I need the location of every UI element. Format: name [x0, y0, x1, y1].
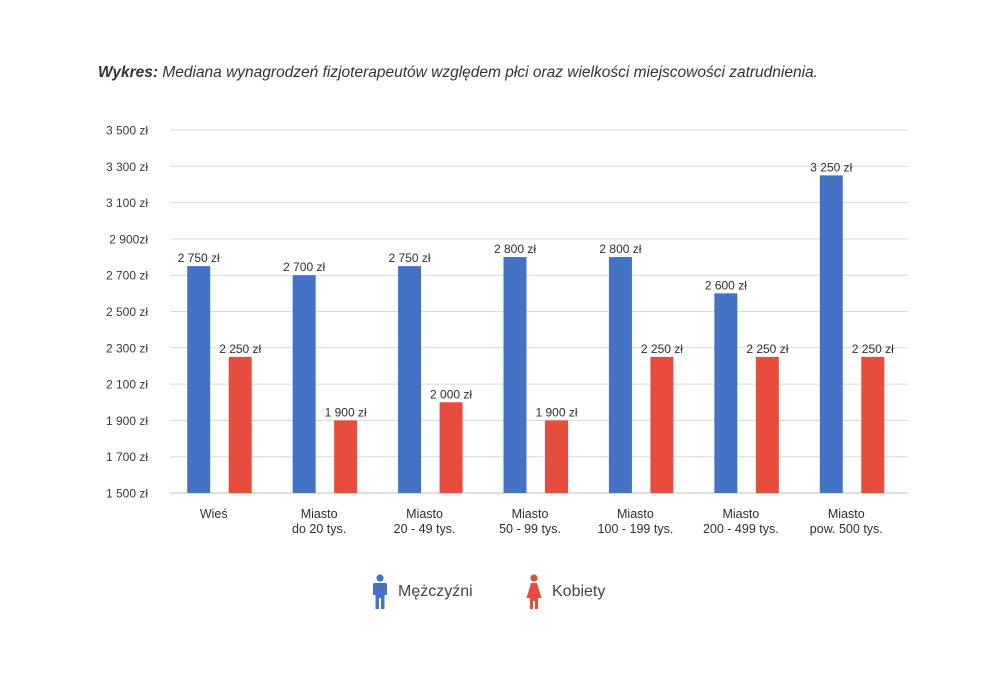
bar-women	[228, 356, 252, 493]
data-label: 2 250 zł	[219, 342, 261, 356]
data-label: 2 250 zł	[641, 342, 683, 356]
chart-title-text: Mediana wynagrodzeń fizjoterapeutów wzgl…	[162, 64, 818, 81]
bar-men	[398, 266, 422, 493]
x-tick-label: Miasto	[828, 507, 865, 521]
x-tick-label: Miasto	[406, 507, 443, 521]
data-label: 2 700 zł	[283, 260, 325, 274]
x-tick-label: Miasto	[301, 507, 338, 521]
data-label: 2 250 zł	[852, 342, 894, 356]
data-label: 2 750 zł	[389, 251, 431, 265]
x-tick-label: Wieś	[200, 507, 228, 521]
x-tick-label: 50 - 99 tys.	[499, 522, 561, 536]
bar-men	[503, 257, 527, 493]
y-tick-label: 1 500 zł	[106, 487, 148, 501]
data-label: 2 000 zł	[430, 387, 472, 401]
y-tick-label: 3 100 zł	[106, 196, 148, 210]
y-tick-label: 3 300 zł	[106, 160, 148, 174]
y-tick-label: 2 300 zł	[106, 341, 148, 355]
x-tick-label: Miasto	[617, 507, 654, 521]
bar-women	[755, 356, 779, 493]
data-label: 2 750 zł	[178, 251, 220, 265]
chart-title-prefix: Wykres:	[98, 64, 159, 81]
bar-men	[608, 257, 632, 493]
bar-men	[292, 275, 316, 493]
bar-women	[545, 420, 568, 493]
legend-label-men: Mężczyźni	[398, 583, 473, 600]
bar-men	[187, 266, 211, 493]
woman-icon	[526, 574, 542, 609]
bar-men	[819, 175, 843, 493]
chart-legend: Mężczyźni Kobiety	[0, 572, 1000, 612]
data-label: 2 250 zł	[746, 342, 788, 356]
data-label: 2 800 zł	[494, 242, 536, 256]
x-tick-label: 100 - 199 tys.	[598, 522, 674, 536]
data-label: 2 800 zł	[599, 242, 641, 256]
y-tick-label: 2 500 zł	[106, 305, 148, 319]
bar-women	[439, 402, 463, 493]
data-label: 1 900 zł	[535, 405, 577, 419]
chart-title: Wykres: Mediana wynagrodzeń fizjoterapeu…	[98, 64, 818, 82]
x-tick-label: Miasto	[722, 507, 759, 521]
legend-label-women: Kobiety	[552, 583, 606, 600]
y-tick-label: 2 700 zł	[106, 269, 148, 283]
y-tick-label: 2 900zł	[109, 232, 148, 246]
y-tick-label: 1 900 zł	[106, 414, 148, 428]
man-icon	[373, 574, 387, 609]
data-label: 2 600 zł	[705, 278, 747, 292]
x-tick-label: 20 - 49 tys.	[394, 522, 456, 536]
y-tick-label: 3 500 zł	[106, 124, 148, 138]
x-tick-label: pow. 500 tys.	[810, 522, 883, 536]
bar-women	[334, 420, 358, 493]
data-label: 3 250 zł	[810, 160, 852, 174]
y-tick-label: 2 100 zł	[106, 378, 148, 392]
x-tick-label: 200 - 499 tys.	[703, 522, 779, 536]
bar-women	[861, 356, 885, 493]
x-tick-label: do 20 tys.	[292, 522, 346, 536]
bar-men	[714, 293, 738, 493]
bar-chart: 1 500 zł 1 700 zł 1 900 zł 2 100 zł 2 300 zł…	[106, 124, 908, 536]
legend-item-women: Kobiety	[526, 572, 605, 612]
y-tick-label: 1 700 zł	[106, 450, 148, 464]
data-label: 1 900 zł	[325, 405, 367, 419]
bar-women	[650, 356, 674, 493]
legend-item-men: Mężczyźni	[372, 572, 473, 612]
x-tick-label: Miasto	[512, 507, 549, 521]
